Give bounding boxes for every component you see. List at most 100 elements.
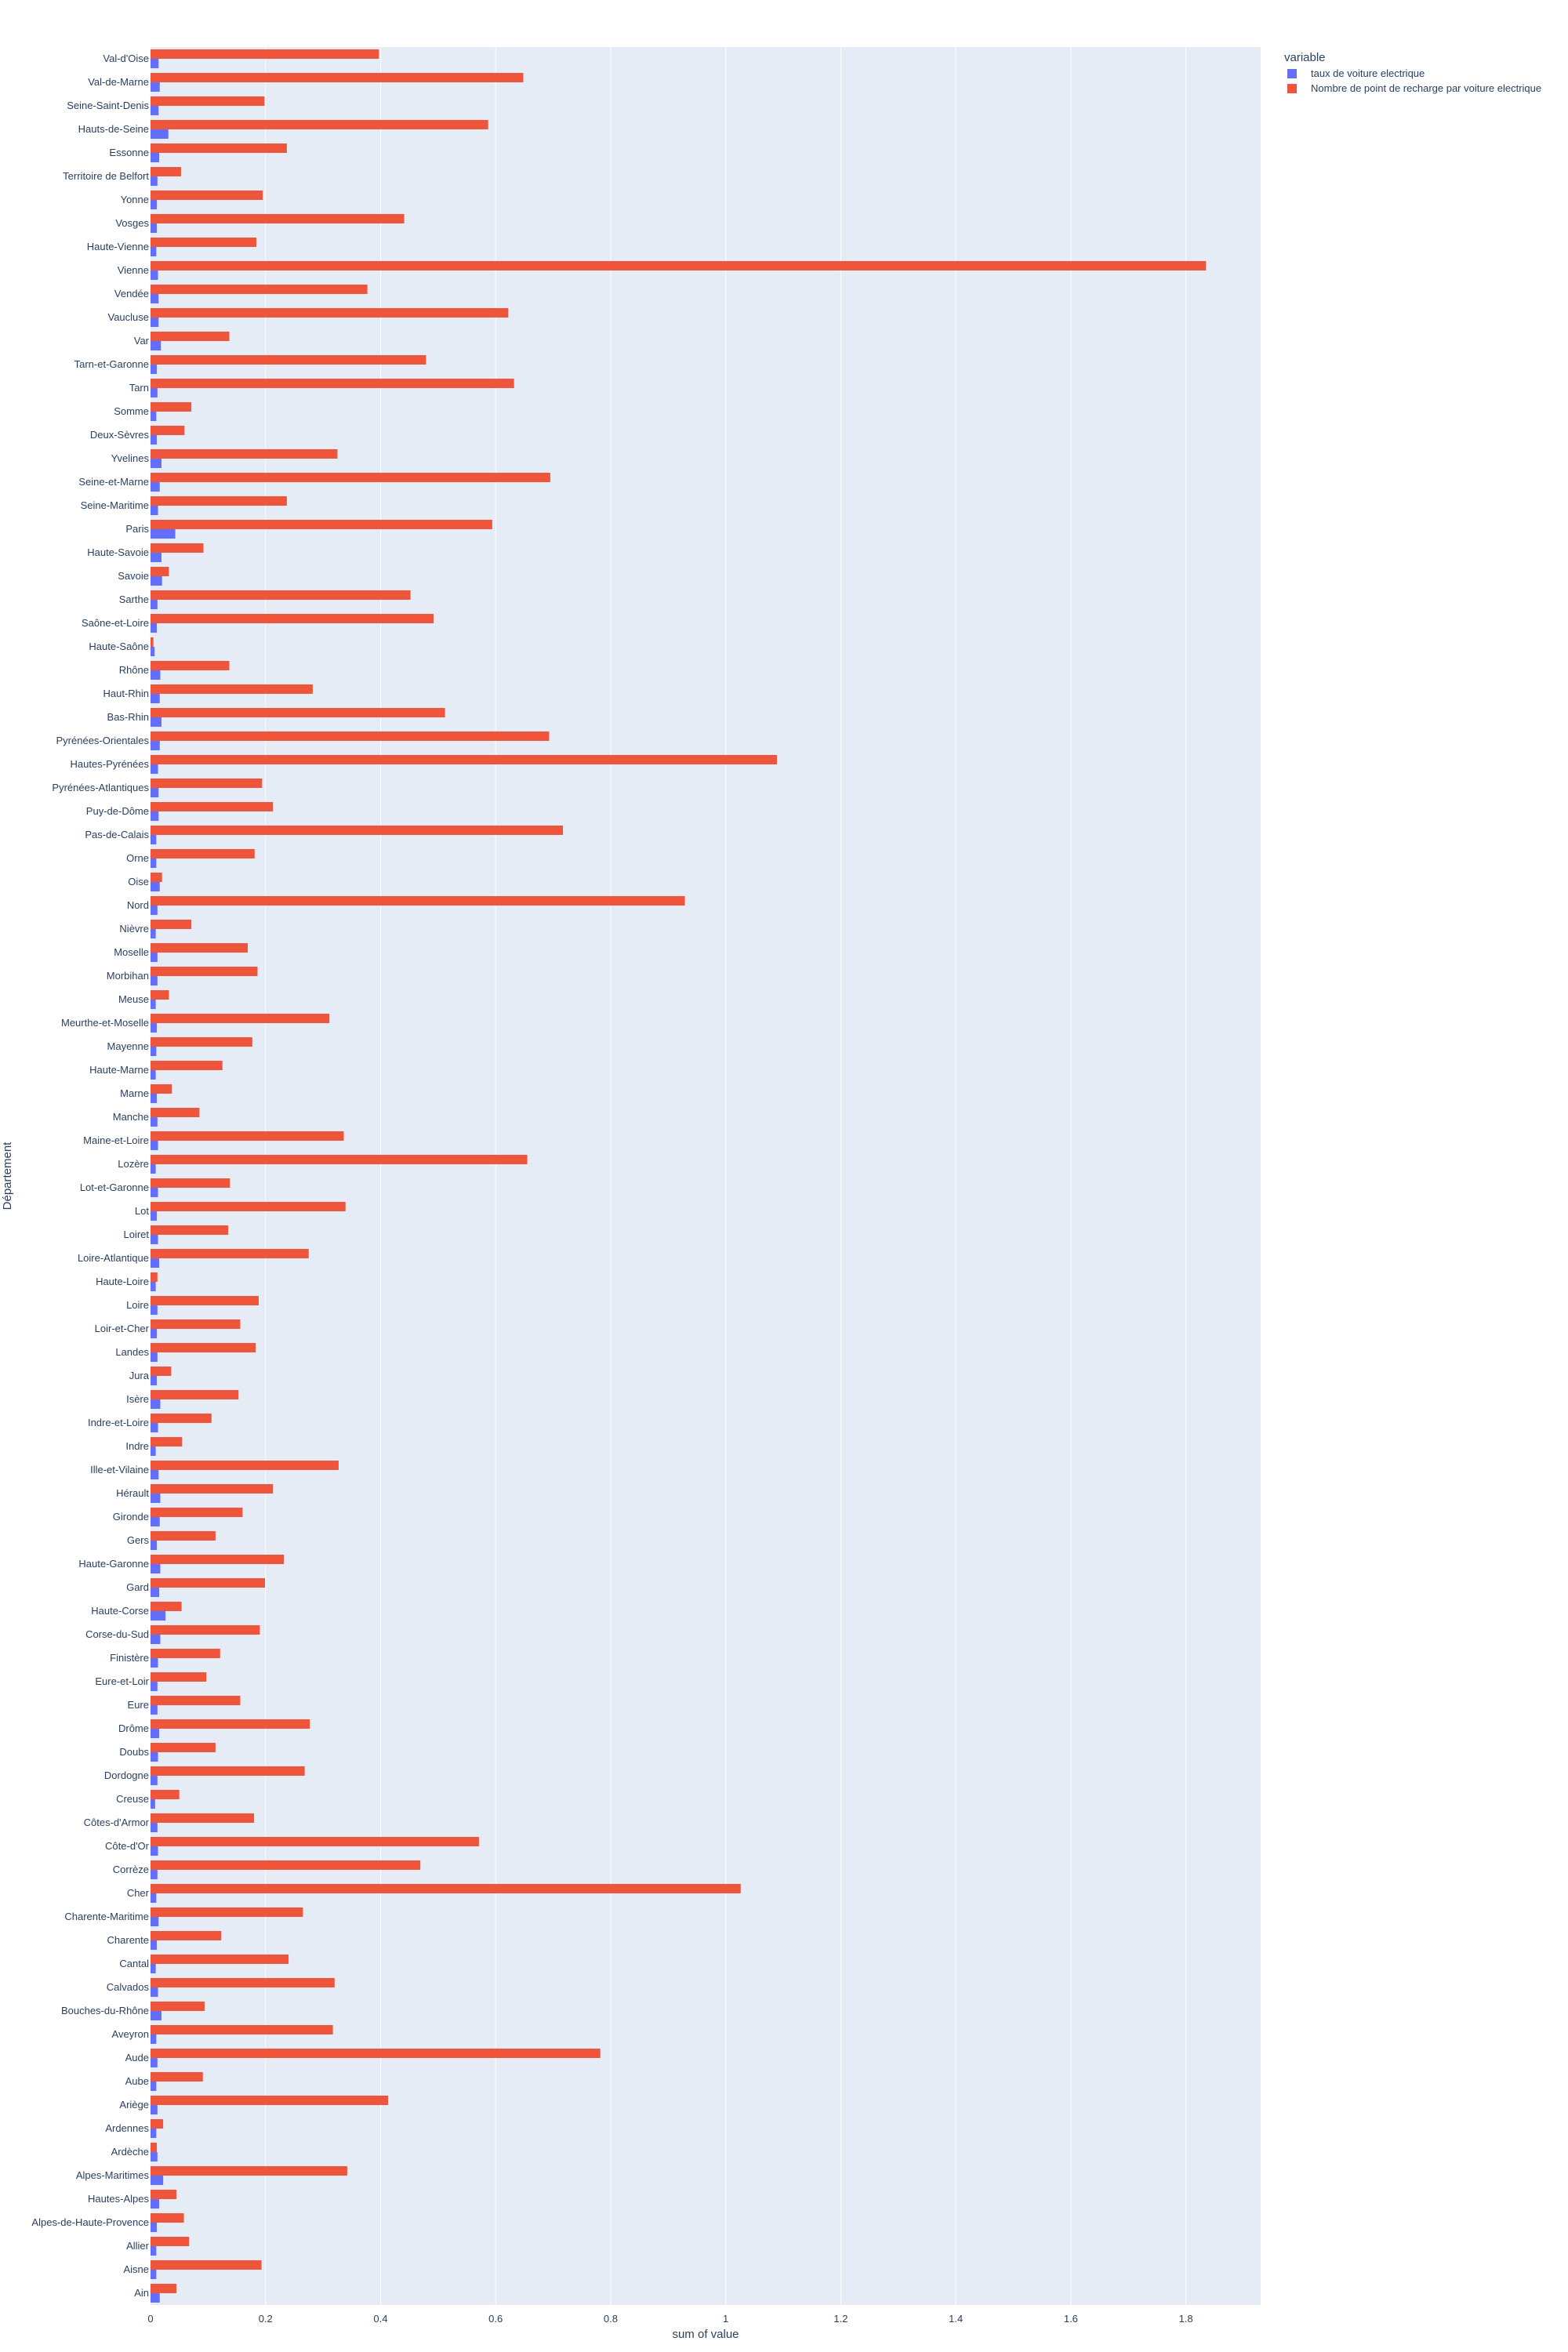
bar-taux[interactable]: [151, 953, 158, 962]
bar-taux[interactable]: [151, 694, 160, 703]
bar-taux[interactable]: [151, 1305, 158, 1315]
bar-recharge[interactable]: [151, 2119, 164, 2129]
bar-taux[interactable]: [151, 2270, 157, 2279]
bar-recharge[interactable]: [151, 1390, 239, 1399]
bar-taux[interactable]: [151, 1964, 156, 1973]
bar-taux[interactable]: [151, 717, 162, 727]
bar-recharge[interactable]: [151, 731, 550, 741]
bar-recharge[interactable]: [151, 238, 256, 247]
bar-taux[interactable]: [151, 435, 158, 445]
bar-recharge[interactable]: [151, 1508, 243, 1517]
bar-taux[interactable]: [151, 294, 159, 303]
bar-recharge[interactable]: [151, 449, 338, 459]
bar-taux[interactable]: [151, 2293, 160, 2303]
bar-recharge[interactable]: [151, 520, 492, 529]
bar-recharge[interactable]: [151, 1696, 241, 1705]
bar-recharge[interactable]: [151, 1860, 421, 1870]
bar-taux[interactable]: [151, 153, 160, 162]
bar-recharge[interactable]: [151, 1484, 274, 1494]
bar-recharge[interactable]: [151, 402, 192, 412]
bar-taux[interactable]: [151, 176, 158, 186]
bar-taux[interactable]: [151, 858, 157, 868]
bar-taux[interactable]: [151, 976, 158, 985]
bar-recharge[interactable]: [151, 473, 550, 482]
bar-taux[interactable]: [151, 388, 158, 397]
bar-recharge[interactable]: [151, 2143, 158, 2152]
bar-taux[interactable]: [151, 412, 157, 421]
bar-taux[interactable]: [151, 270, 158, 280]
bar-taux[interactable]: [151, 1517, 160, 1526]
bar-recharge[interactable]: [151, 308, 509, 318]
bar-taux[interactable]: [151, 506, 158, 515]
bar-taux[interactable]: [151, 247, 157, 256]
bar-taux[interactable]: [151, 1658, 158, 1668]
bar-taux[interactable]: [151, 811, 159, 821]
bar-recharge[interactable]: [151, 1037, 252, 1047]
bar-recharge[interactable]: [151, 1813, 255, 1823]
bar-taux[interactable]: [151, 2129, 157, 2138]
bar-taux[interactable]: [151, 600, 158, 609]
bar-taux[interactable]: [151, 835, 157, 844]
bar-taux[interactable]: [151, 1940, 158, 1950]
bar-recharge[interactable]: [151, 1978, 335, 1987]
bar-recharge[interactable]: [151, 214, 405, 223]
bar-recharge[interactable]: [151, 1343, 256, 1352]
bar-taux[interactable]: [151, 59, 159, 68]
bar-taux[interactable]: [151, 1752, 158, 1762]
bar-taux[interactable]: [151, 1023, 158, 1033]
bar-recharge[interactable]: [151, 2284, 177, 2293]
bar-recharge[interactable]: [151, 1837, 479, 1846]
bar-taux[interactable]: [151, 482, 160, 492]
bar-taux[interactable]: [151, 459, 162, 468]
bar-taux[interactable]: [151, 365, 158, 374]
bar-taux[interactable]: [151, 1846, 158, 1856]
bar-recharge[interactable]: [151, 1108, 200, 1117]
bar-recharge[interactable]: [151, 1367, 172, 1376]
bar-taux[interactable]: [151, 129, 169, 139]
bar-taux[interactable]: [151, 2011, 162, 2020]
bar-taux[interactable]: [151, 1446, 156, 1456]
bar-recharge[interactable]: [151, 496, 287, 506]
bar-taux[interactable]: [151, 2199, 160, 2209]
bar-taux[interactable]: [151, 82, 160, 92]
legend-label[interactable]: Nombre de point de recharge par voiture …: [1311, 82, 1541, 94]
bar-recharge[interactable]: [151, 1014, 330, 1023]
bar-recharge[interactable]: [151, 2213, 184, 2223]
bar-taux[interactable]: [151, 1094, 158, 1103]
bar-recharge[interactable]: [151, 1319, 241, 1329]
legend-label[interactable]: taux de voiture electrique: [1311, 67, 1425, 79]
bar-taux[interactable]: [151, 1917, 159, 1926]
bar-recharge[interactable]: [151, 802, 274, 811]
bar-recharge[interactable]: [151, 1461, 339, 1470]
bar-recharge[interactable]: [151, 355, 426, 365]
bar-recharge[interactable]: [151, 637, 154, 647]
bar-recharge[interactable]: [151, 261, 1207, 270]
bar-taux[interactable]: [151, 1987, 158, 1997]
bar-recharge[interactable]: [151, 2190, 177, 2199]
bar-recharge[interactable]: [151, 167, 181, 176]
bar-taux[interactable]: [151, 1799, 155, 1809]
bar-recharge[interactable]: [151, 1272, 158, 1282]
bar-recharge[interactable]: [151, 1672, 207, 1682]
bar-taux[interactable]: [151, 1211, 158, 1221]
bar-recharge[interactable]: [151, 1202, 346, 1211]
bar-taux[interactable]: [151, 741, 160, 750]
bar-recharge[interactable]: [151, 990, 169, 1000]
bar-taux[interactable]: [151, 1329, 158, 1338]
bar-taux[interactable]: [151, 1705, 158, 1715]
bar-taux[interactable]: [151, 2246, 157, 2256]
bar-recharge[interactable]: [151, 96, 265, 106]
bar-recharge[interactable]: [151, 2072, 203, 2082]
bar-recharge[interactable]: [151, 1061, 223, 1070]
bar-taux[interactable]: [151, 1893, 157, 1903]
bar-recharge[interactable]: [151, 285, 368, 294]
bar-taux[interactable]: [151, 1047, 157, 1056]
bar-recharge[interactable]: [151, 873, 162, 882]
bar-recharge[interactable]: [151, 590, 411, 600]
bar-recharge[interactable]: [151, 567, 169, 576]
bar-taux[interactable]: [151, 1423, 158, 1432]
bar-recharge[interactable]: [151, 191, 263, 200]
bar-recharge[interactable]: [151, 896, 685, 906]
bar-recharge[interactable]: [151, 708, 445, 717]
bar-recharge[interactable]: [151, 120, 488, 129]
